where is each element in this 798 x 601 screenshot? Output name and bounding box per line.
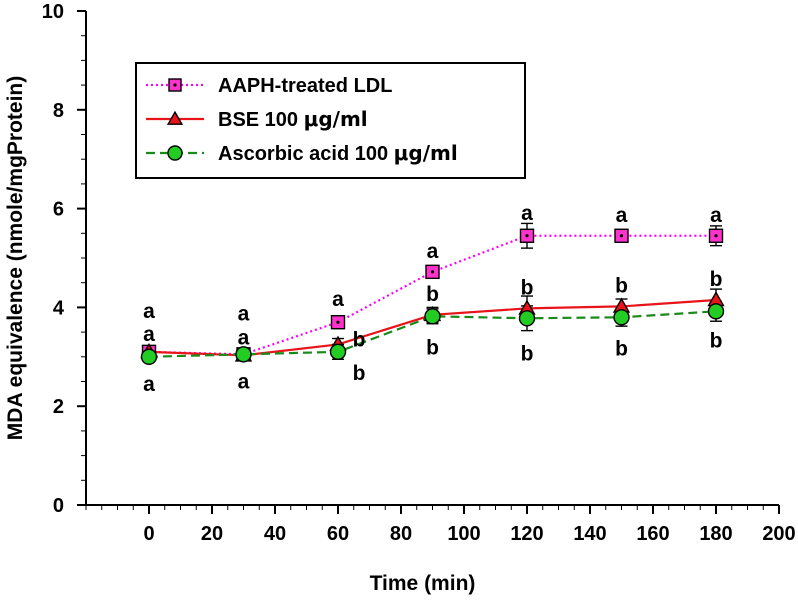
significance-letter: a (143, 373, 155, 396)
data-point-circle (518, 310, 536, 327)
y-axis-title: MDA equivalence (nmole/mgProtein) (4, 76, 27, 440)
significance-letter: a (238, 326, 250, 349)
significance-letter: b (615, 274, 628, 297)
data-point-square-dot (619, 234, 624, 238)
y-tick-label: 2 (53, 396, 64, 418)
data-point-square-dot (336, 320, 340, 324)
significance-letter: a (332, 288, 344, 311)
data-point-circle (613, 309, 630, 326)
significance-letter: a (238, 370, 250, 393)
significance-letter: a (616, 204, 628, 227)
x-axis-title: Time (min) (370, 572, 476, 595)
significance-letter: b (615, 337, 628, 360)
significance-letter: b (426, 336, 439, 359)
legend: AAPH-treated LDL BSE 100 μg/ml Ascorbic ac… (135, 62, 526, 179)
data-point-square-dot (430, 270, 435, 274)
significance-letter: b (710, 329, 723, 352)
significance-letter: a (238, 302, 250, 325)
legend-marker-circle (167, 145, 183, 161)
x-tick-label: 60 (327, 523, 349, 545)
data-point-square-dot (525, 234, 529, 238)
significance-letter: b (710, 268, 723, 291)
legend-marker-square-dot (173, 83, 177, 87)
x-tick-label: 40 (264, 523, 286, 545)
legend-marker-triangle (166, 110, 184, 125)
significance-letter: b (521, 276, 534, 299)
data-point-circle (329, 343, 347, 361)
legend-box (135, 62, 526, 179)
y-tick-label: 6 (53, 199, 64, 221)
significance-letter: b (521, 342, 534, 365)
data-point-square-dot (714, 234, 718, 238)
significance-letter: a (710, 204, 722, 227)
data-point-circle (140, 348, 158, 365)
y-tick-label: 10 (42, 1, 64, 23)
significance-letter: a (143, 300, 155, 323)
x-tick-label: 100 (447, 523, 480, 545)
x-tick-label: 20 (201, 523, 223, 545)
legend-label-0: AAPH-treated LDL (218, 75, 392, 97)
y-tick-label: 0 (53, 495, 64, 517)
significance-letter: a (143, 323, 155, 346)
x-tick-label: 180 (699, 523, 732, 545)
x-tick-label: 140 (573, 523, 606, 545)
y-tick-label: 4 (53, 297, 65, 319)
legend-label-2: Ascorbic acid 100 μg/ml (218, 141, 458, 165)
y-tick-label: 8 (53, 100, 64, 122)
x-tick-label: 80 (390, 523, 412, 545)
x-tick-label: 120 (510, 523, 543, 545)
significance-letter: a (521, 202, 533, 225)
data-point-circle (707, 303, 725, 320)
significance-letter: b (353, 362, 366, 385)
legend-label-1: BSE 100 μg/ml (218, 107, 368, 131)
x-tick-label: 160 (636, 523, 669, 545)
x-tick-label: 0 (143, 523, 154, 545)
x-tick-label: 200 (762, 523, 795, 545)
significance-letter: b (353, 328, 366, 351)
data-point-circle (235, 346, 252, 363)
significance-letter: a (427, 240, 439, 263)
significance-letter: b (426, 283, 439, 306)
data-point-circle (424, 308, 441, 325)
